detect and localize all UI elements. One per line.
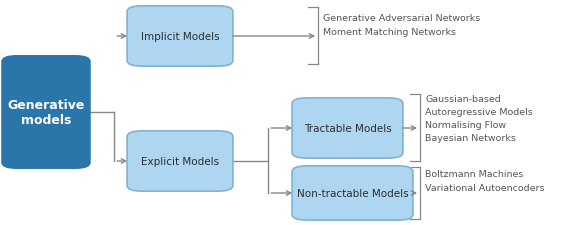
- FancyBboxPatch shape: [292, 98, 403, 158]
- FancyBboxPatch shape: [2, 57, 90, 168]
- Text: Gaussian-based: Gaussian-based: [425, 94, 500, 104]
- FancyBboxPatch shape: [292, 166, 413, 220]
- Text: Generative Adversarial Networks: Generative Adversarial Networks: [323, 14, 480, 23]
- Text: Autoregressive Models: Autoregressive Models: [425, 108, 533, 117]
- FancyBboxPatch shape: [127, 131, 233, 191]
- Text: Normalising Flow: Normalising Flow: [425, 120, 506, 129]
- Text: Boltzmann Machines: Boltzmann Machines: [425, 169, 523, 178]
- Text: Bayesian Networks: Bayesian Networks: [425, 133, 516, 142]
- Text: Variational Autoencoders: Variational Autoencoders: [425, 183, 544, 192]
- Text: Explicit Models: Explicit Models: [141, 156, 219, 166]
- Text: Generative
models: Generative models: [8, 99, 85, 126]
- Text: Implicit Models: Implicit Models: [141, 32, 220, 42]
- Text: Moment Matching Networks: Moment Matching Networks: [323, 28, 456, 37]
- FancyBboxPatch shape: [127, 7, 233, 67]
- Text: Tractable Models: Tractable Models: [304, 124, 391, 133]
- Text: Non-tractable Models: Non-tractable Models: [297, 188, 408, 198]
